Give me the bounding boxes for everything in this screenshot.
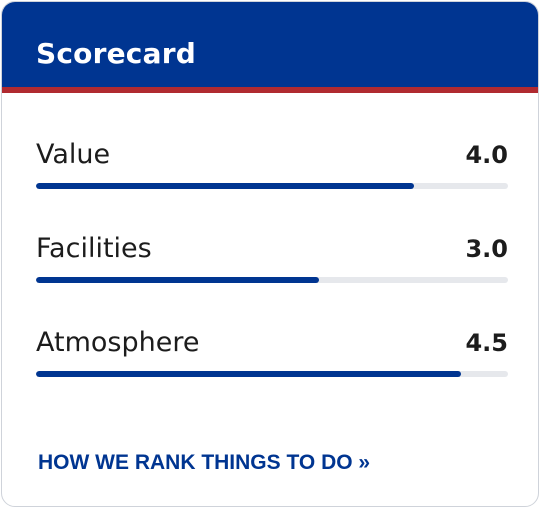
score-label: Facilities [36, 233, 152, 264]
how-we-rank-link[interactable]: HOW WE RANK THINGS TO DO » [38, 451, 371, 474]
score-label: Atmosphere [36, 327, 200, 358]
score-bar-fill [36, 371, 461, 377]
score-bar-track [36, 277, 508, 283]
scorecard-header: Scorecard [2, 2, 538, 93]
score-value: 4.5 [465, 329, 508, 357]
score-row-value: Value 4.0 [36, 138, 508, 198]
score-bar-fill [36, 277, 320, 283]
scorecard-card: Scorecard Value 4.0 Facilities 3.0 Atmos… [1, 1, 539, 507]
score-bar-fill [36, 183, 414, 189]
score-value: 4.0 [465, 141, 508, 169]
score-value: 3.0 [465, 235, 508, 263]
score-row-facilities: Facilities 3.0 [36, 232, 508, 292]
score-bar-track [36, 371, 508, 377]
score-label: Value [36, 139, 111, 170]
scorecard-title: Scorecard [36, 37, 196, 70]
score-row-atmosphere: Atmosphere 4.5 [36, 326, 508, 386]
score-bar-track [36, 183, 508, 189]
